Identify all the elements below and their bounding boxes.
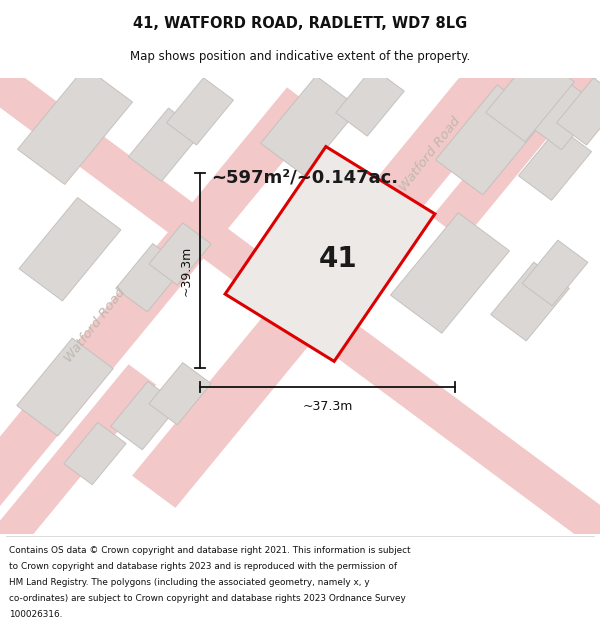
Text: Map shows position and indicative extent of the property.: Map shows position and indicative extent…: [130, 50, 470, 62]
Text: Contains OS data © Crown copyright and database right 2021. This information is : Contains OS data © Crown copyright and d…: [9, 546, 410, 555]
Polygon shape: [436, 85, 544, 195]
Polygon shape: [391, 213, 509, 333]
Polygon shape: [532, 82, 598, 150]
Text: 100026316.: 100026316.: [9, 609, 62, 619]
Polygon shape: [522, 240, 588, 306]
Polygon shape: [64, 422, 126, 485]
Text: HM Land Registry. The polygons (including the associated geometry, namely x, y: HM Land Registry. The polygons (includin…: [9, 578, 370, 587]
Polygon shape: [128, 108, 202, 181]
Polygon shape: [491, 262, 569, 341]
Text: to Crown copyright and database rights 2023 and is reproduced with the permissio: to Crown copyright and database rights 2…: [9, 562, 397, 571]
Polygon shape: [167, 78, 233, 145]
Text: ~37.3m: ~37.3m: [302, 399, 353, 412]
Text: ~597m²/~0.147ac.: ~597m²/~0.147ac.: [211, 169, 398, 187]
Polygon shape: [557, 78, 600, 145]
Polygon shape: [149, 223, 211, 285]
Polygon shape: [149, 362, 211, 425]
Text: Watford Road: Watford Road: [62, 286, 128, 365]
Text: Watford Road: Watford Road: [397, 114, 463, 194]
Polygon shape: [116, 244, 184, 312]
Polygon shape: [0, 58, 600, 555]
Polygon shape: [336, 68, 404, 136]
Polygon shape: [19, 198, 121, 301]
Polygon shape: [225, 147, 435, 361]
Polygon shape: [432, 0, 600, 240]
Polygon shape: [17, 67, 133, 184]
Polygon shape: [0, 88, 322, 563]
Polygon shape: [111, 381, 179, 450]
Text: ~39.3m: ~39.3m: [179, 246, 193, 296]
Text: 41, WATFORD ROAD, RADLETT, WD7 8LG: 41, WATFORD ROAD, RADLETT, WD7 8LG: [133, 16, 467, 31]
Text: 41: 41: [319, 245, 358, 272]
Polygon shape: [518, 127, 592, 200]
Polygon shape: [17, 338, 113, 436]
Text: co-ordinates) are subject to Crown copyright and database rights 2023 Ordnance S: co-ordinates) are subject to Crown copyr…: [9, 594, 406, 602]
Polygon shape: [260, 76, 359, 176]
Polygon shape: [485, 52, 574, 142]
Polygon shape: [132, 0, 600, 508]
Polygon shape: [0, 364, 156, 609]
